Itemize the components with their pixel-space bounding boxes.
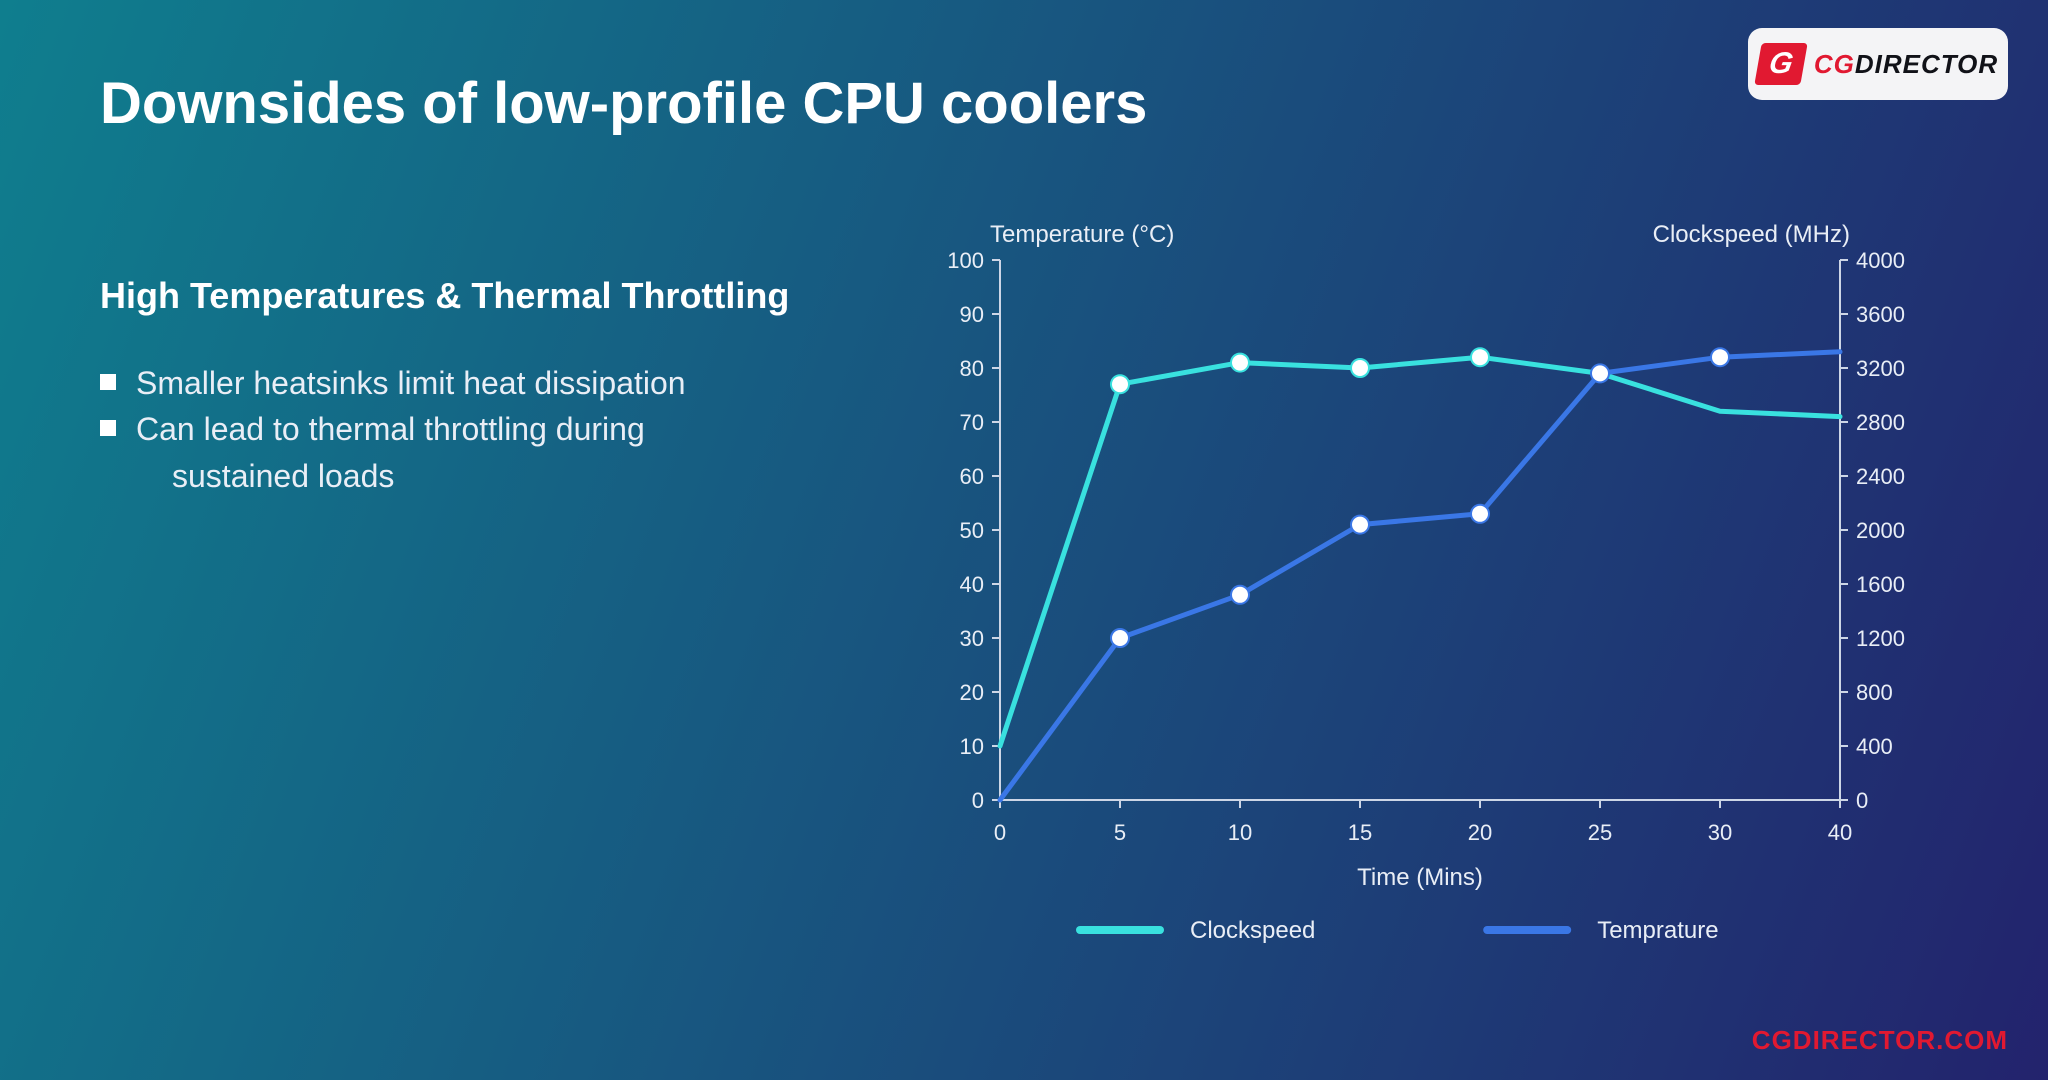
bullet-square-icon: [100, 420, 116, 436]
svg-text:0: 0: [994, 820, 1006, 845]
marker-clockspeed: [1231, 354, 1249, 372]
svg-text:60: 60: [960, 464, 984, 489]
svg-text:30: 30: [960, 626, 984, 651]
svg-text:10: 10: [1228, 820, 1252, 845]
logo-word-rest: DIRECTOR: [1855, 49, 1998, 80]
marker-temprature: [1711, 348, 1729, 366]
svg-text:5: 5: [1114, 820, 1126, 845]
svg-text:100: 100: [947, 248, 984, 273]
svg-text:4000: 4000: [1856, 248, 1905, 273]
thermal-chart: Temperature (°C) Clockspeed (MHz) 0 10 20 30 4…: [920, 210, 1940, 970]
page-title: Downsides of low-profile CPU coolers: [100, 70, 1147, 137]
legend-label: Temprature: [1597, 917, 1718, 944]
bullet-text: Can lead to thermal throttling during: [136, 406, 645, 452]
list-item: Can lead to thermal throttling during: [100, 406, 686, 452]
marker-temprature: [1111, 629, 1129, 647]
svg-text:Time (Mins): Time (Mins): [1357, 864, 1483, 891]
logo-wordmark: CGDIRECTOR: [1814, 49, 1998, 80]
series-clockspeed: [1000, 357, 1840, 746]
list-item: sustained loads: [100, 453, 686, 499]
logo-word-cg: CG: [1814, 49, 1855, 80]
slide-root: G CGDIRECTOR Downsides of low-profile CP…: [0, 0, 2048, 1080]
bullet-text: sustained loads: [172, 453, 394, 499]
svg-text:800: 800: [1856, 680, 1893, 705]
marker-clockspeed: [1471, 348, 1489, 366]
svg-text:10: 10: [960, 734, 984, 759]
svg-text:40: 40: [1828, 820, 1852, 845]
svg-text:15: 15: [1348, 820, 1372, 845]
svg-text:50: 50: [960, 518, 984, 543]
svg-text:Temperature (°C): Temperature (°C): [990, 221, 1174, 248]
svg-text:2000: 2000: [1856, 518, 1905, 543]
marker-clockspeed: [1111, 375, 1129, 393]
svg-text:0: 0: [972, 788, 984, 813]
section-subhead: High Temperatures & Thermal Throttling: [100, 275, 789, 317]
svg-text:40: 40: [960, 572, 984, 597]
svg-text:2400: 2400: [1856, 464, 1905, 489]
marker-temprature: [1471, 505, 1489, 523]
svg-text:25: 25: [1588, 820, 1612, 845]
svg-text:400: 400: [1856, 734, 1893, 759]
svg-text:70: 70: [960, 410, 984, 435]
marker-temprature: [1591, 364, 1609, 382]
marker-temprature: [1351, 516, 1369, 534]
svg-text:2800: 2800: [1856, 410, 1905, 435]
svg-text:20: 20: [1468, 820, 1492, 845]
logo-mark-icon: G: [1754, 43, 1807, 85]
brand-logo: G CGDIRECTOR: [1748, 28, 2008, 100]
footer-link[interactable]: CGDIRECTOR.COM: [1752, 1025, 2008, 1056]
marker-clockspeed: [1351, 359, 1369, 377]
svg-text:20: 20: [960, 680, 984, 705]
svg-text:1600: 1600: [1856, 572, 1905, 597]
svg-text:3200: 3200: [1856, 356, 1905, 381]
svg-text:90: 90: [960, 302, 984, 327]
series-temprature: [1000, 352, 1840, 800]
svg-text:1200: 1200: [1856, 626, 1905, 651]
bullet-text: Smaller heatsinks limit heat dissipation: [136, 360, 686, 406]
svg-text:30: 30: [1708, 820, 1732, 845]
bullet-square-icon: [100, 374, 116, 390]
bullet-list: Smaller heatsinks limit heat dissipation…: [100, 360, 686, 499]
svg-text:80: 80: [960, 356, 984, 381]
list-item: Smaller heatsinks limit heat dissipation: [100, 360, 686, 406]
svg-text:0: 0: [1856, 788, 1868, 813]
svg-text:3600: 3600: [1856, 302, 1905, 327]
legend-label: Clockspeed: [1190, 917, 1315, 944]
svg-text:Clockspeed (MHz): Clockspeed (MHz): [1653, 221, 1850, 248]
marker-temprature: [1231, 586, 1249, 604]
